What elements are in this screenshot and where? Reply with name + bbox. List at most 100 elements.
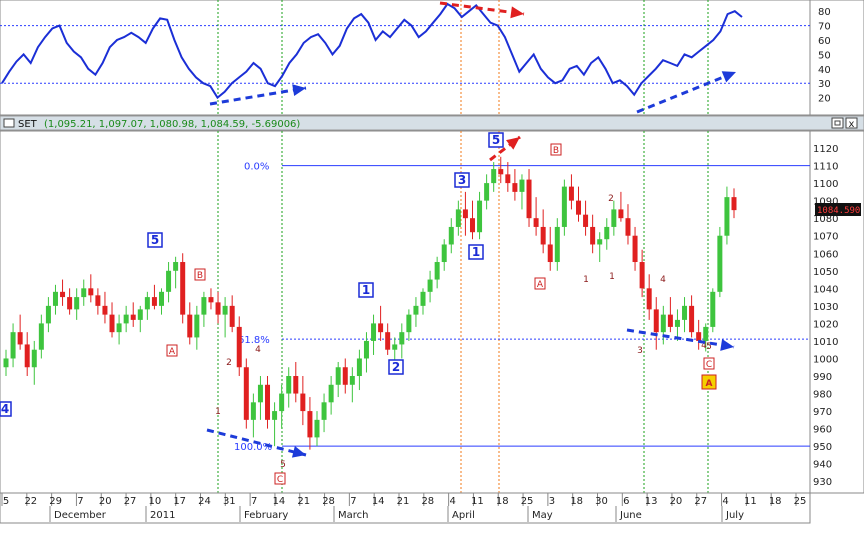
x-tick-label: 11 <box>471 496 484 507</box>
wave-label: 5 <box>280 460 286 470</box>
x-tick-label: 28 <box>322 496 335 507</box>
candle-body <box>455 209 461 227</box>
candle-body <box>67 297 73 310</box>
wave-label: B <box>553 146 559 156</box>
candle-body <box>491 169 497 184</box>
candle-body <box>583 214 589 227</box>
price-vertical-markers <box>217 131 709 493</box>
price-arrows <box>206 135 735 458</box>
price-panel: 1120 1110 1100 1090 1080 1070 1060 1050 1040 1030… <box>0 130 864 494</box>
x-tick-label: 4 <box>722 496 728 507</box>
candle-body <box>144 297 150 310</box>
wave-label: A <box>706 379 713 389</box>
oscillator-y-tick-label: 40 <box>818 65 831 76</box>
candle-body <box>257 384 263 403</box>
candle-body <box>689 305 695 333</box>
candle-body <box>371 323 377 341</box>
candle-body <box>427 279 433 292</box>
oscillator-y-tick-label: 20 <box>818 94 831 105</box>
price-y-tick-label: 1030 <box>813 302 838 313</box>
candle-body <box>505 174 511 184</box>
candle-body <box>158 291 164 306</box>
candle-body <box>639 262 645 289</box>
price-arrow-red-head <box>506 137 520 150</box>
price-y-tick-label: 1060 <box>813 249 838 260</box>
price-y-tick-label: 1020 <box>813 319 838 330</box>
x-tick-label: 3 <box>549 496 555 507</box>
x-month-label: March <box>338 510 368 521</box>
wave-label: 1 <box>609 272 615 282</box>
x-tick-label: 28 <box>421 496 434 507</box>
candle-body <box>717 235 723 292</box>
candle-body <box>349 376 355 385</box>
wave-label-box <box>147 232 163 248</box>
candle-body <box>102 305 108 315</box>
candle-body <box>604 226 610 240</box>
price-arrow-blue-shaft <box>206 428 307 457</box>
oscillator-gridlines <box>0 25 810 84</box>
price-y-tick-label: 960 <box>813 425 832 436</box>
price-y-tick-label: 1090 <box>813 197 838 208</box>
wave-label: 5 <box>151 233 159 247</box>
restore-button[interactable] <box>831 117 844 129</box>
price-y-tick-label: 1100 <box>813 179 838 190</box>
candle-body <box>236 326 242 368</box>
x-tick-label: 18 <box>769 496 782 507</box>
candle-body <box>342 367 348 385</box>
candle-body <box>399 332 405 345</box>
wave-label: 3 <box>458 173 466 187</box>
price-arrow-red-shaft <box>489 135 521 162</box>
wave-label: 1 <box>472 245 480 259</box>
x-tick-label: 18 <box>496 496 509 507</box>
price-y-tick-label: 950 <box>813 442 832 453</box>
wave-label-box <box>274 472 286 485</box>
price-titlebar: SET (1,095.21, 1,097.07, 1,080.98, 1,084… <box>0 115 864 131</box>
x-tick-label: 5 <box>3 496 9 507</box>
close-button[interactable] <box>845 117 858 129</box>
x-axis: 5 22 29 7 20 27 10 17 24 31 7 14 21 28 7 14 21 28 4 11 18 25 3… <box>0 492 811 524</box>
candle-body <box>151 297 157 306</box>
x-tick-label: 10 <box>149 496 162 507</box>
oscillator-y-tick-label: 70 <box>818 22 831 33</box>
candle-body <box>526 179 532 219</box>
x-tick-label: 31 <box>223 496 236 507</box>
oscillator-y-tick-label: 50 <box>818 50 831 61</box>
x-tick-label: 18 <box>570 496 583 507</box>
x-month-label: July <box>725 510 744 521</box>
oscillator-arrow-blue-head <box>721 71 736 83</box>
x-tick-label: 21 <box>297 496 310 507</box>
wave-label: 2 <box>226 358 232 368</box>
close-icon: x <box>849 119 855 130</box>
x-tick-label: 27 <box>124 496 137 507</box>
candle-body <box>576 200 582 215</box>
wave-label-box <box>488 132 504 148</box>
wave-label: A <box>169 347 176 357</box>
candle-body <box>60 291 66 298</box>
candle-body <box>392 344 398 350</box>
candle-body <box>554 226 560 263</box>
candle-body <box>696 332 702 341</box>
wave-label: 4 <box>255 345 261 355</box>
wave-label-box <box>550 143 562 156</box>
x-tick-label: 25 <box>521 496 534 507</box>
wave-label-box <box>388 359 404 375</box>
candle-body <box>279 393 285 412</box>
window-menu-icon[interactable] <box>3 118 15 128</box>
oscillator-y-tick-label: 60 <box>818 36 831 47</box>
candle-body <box>201 297 207 315</box>
candle-body <box>441 244 447 263</box>
candle-body <box>24 344 30 368</box>
wave-label-box <box>701 374 717 390</box>
wave-label: 4 <box>1 402 9 416</box>
wave-label: 5 <box>706 342 712 352</box>
candle-body <box>17 332 23 345</box>
candle-body <box>731 197 737 211</box>
candle-body <box>222 305 228 315</box>
candle-body <box>547 244 553 263</box>
candle-body <box>625 218 631 236</box>
candle-body <box>512 183 518 192</box>
x-month-label: December <box>54 510 107 521</box>
candle-body <box>321 402 327 420</box>
candle-body <box>250 402 256 420</box>
candle-body <box>52 291 58 306</box>
